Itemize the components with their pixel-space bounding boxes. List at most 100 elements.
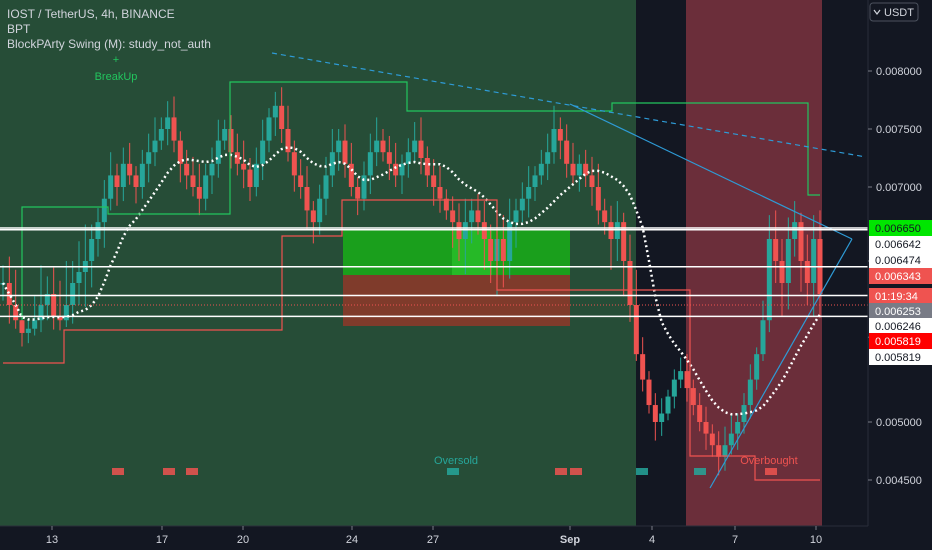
- overbought-label: Overbought: [740, 455, 797, 467]
- bpt-upper-step: [21, 81, 820, 320]
- price-tag: [869, 268, 932, 284]
- indicator-swing[interactable]: BlockPArty Swing (M): study_not_auth: [7, 37, 211, 51]
- candle-body: [640, 354, 646, 380]
- candle-body: [177, 140, 183, 164]
- candle-body: [133, 175, 139, 187]
- candle-body: [13, 305, 19, 321]
- candle-body: [557, 129, 563, 141]
- candle-body: [380, 140, 386, 153]
- candle-body: [418, 140, 424, 158]
- candle-body: [310, 210, 316, 223]
- candle-body: [361, 175, 367, 199]
- candle-body: [545, 152, 551, 164]
- price-tag: [869, 318, 932, 334]
- candle-body: [146, 152, 152, 164]
- symbol-title[interactable]: IOST / TetherUS, 4h, BINANCE: [7, 7, 175, 21]
- candle-body: [716, 445, 722, 457]
- candle-body: [114, 175, 120, 187]
- candle-body: [500, 239, 506, 261]
- candle-body: [728, 433, 734, 446]
- candle-body: [374, 140, 380, 153]
- x-tick-label: 7: [732, 534, 738, 546]
- candle-body: [443, 198, 449, 211]
- price-tag-label: 0.005819: [875, 336, 921, 348]
- candle-body: [399, 163, 405, 176]
- candle-body: [798, 222, 804, 261]
- candle-body: [773, 239, 779, 261]
- candle-body: [785, 239, 791, 283]
- candle-body: [589, 175, 595, 187]
- candle-body: [222, 129, 228, 141]
- zone-bearish: [686, 0, 822, 526]
- x-tick-label: 17: [156, 534, 168, 546]
- candle-body: [678, 371, 684, 380]
- zone-neutral-right: [822, 0, 868, 526]
- y-tick-label: 0.007500: [876, 124, 922, 136]
- price-tag-label: 0.006474: [875, 255, 921, 267]
- breakup-label: BreakUp: [95, 71, 138, 83]
- candle-body: [690, 388, 696, 406]
- candle-body: [469, 210, 475, 223]
- x-tick-label: 24: [346, 534, 358, 546]
- candle-body: [779, 261, 785, 283]
- candle-body: [412, 140, 418, 153]
- candle-body: [665, 396, 671, 414]
- indicator-bpt[interactable]: BPT: [7, 22, 31, 36]
- price-tag: [869, 236, 932, 252]
- y-tick-label: 0.004500: [876, 475, 922, 487]
- candle-body: [386, 152, 392, 164]
- candle-body: [488, 239, 494, 261]
- time-axis: [0, 526, 868, 550]
- candle-body: [95, 222, 101, 239]
- y-tick-label: 0.007000: [876, 182, 922, 194]
- candle-body: [652, 405, 658, 422]
- candle-body: [621, 222, 627, 261]
- candle-body: [342, 140, 348, 164]
- zone-neutral: [636, 0, 686, 526]
- candle-body: [722, 445, 728, 457]
- candle-body: [89, 239, 95, 261]
- candle-body: [108, 175, 114, 199]
- signal-marker: [555, 468, 567, 475]
- candle-body: [304, 187, 310, 211]
- price-tag-label: 0.006246: [875, 321, 921, 333]
- candle-body: [253, 163, 259, 187]
- candle-body: [367, 152, 373, 176]
- signal-marker: [636, 468, 648, 475]
- candle-body: [6, 283, 12, 305]
- candle-body: [450, 210, 456, 223]
- price-tag-label: 0.006650: [875, 223, 921, 235]
- wedge-upper-line: [569, 103, 853, 240]
- candle-body: [329, 152, 335, 176]
- candle-body: [766, 239, 772, 321]
- y-tick-label: 0.008000: [876, 66, 922, 78]
- breakup-plus-label: +: [113, 54, 119, 66]
- candle-body: [507, 222, 513, 261]
- candle-body: [684, 371, 690, 389]
- candle-body: [437, 187, 443, 199]
- candle-body: [671, 379, 677, 397]
- candle-body: [595, 187, 601, 211]
- candle-body: [393, 163, 399, 176]
- signal-marker: [163, 468, 175, 475]
- supply-box: [343, 275, 570, 326]
- candle-body: [576, 163, 582, 176]
- candle-body: [355, 187, 361, 199]
- price-tag: [869, 303, 932, 319]
- candle-body: [627, 261, 633, 305]
- candle-body: [431, 175, 437, 187]
- price-tag: [869, 252, 932, 268]
- chevron-down-icon: [873, 9, 881, 15]
- candle-body: [266, 117, 272, 141]
- candle-body: [570, 163, 576, 176]
- candle-body: [184, 163, 190, 176]
- signal-marker: [570, 468, 582, 475]
- candle-body: [735, 422, 741, 434]
- candle-body: [203, 175, 209, 199]
- candle-body: [519, 198, 525, 211]
- candle-body: [405, 152, 411, 164]
- candle-body: [291, 152, 297, 176]
- price-tag-label: 0.006343: [875, 271, 921, 283]
- bpt-lower-step: [3, 199, 820, 481]
